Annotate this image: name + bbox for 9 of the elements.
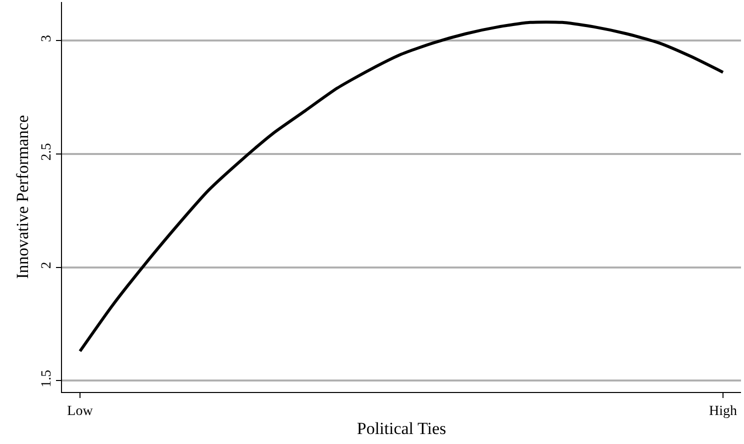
y-tick-label: 2 xyxy=(39,262,54,269)
line-series xyxy=(78,20,724,353)
y-axis-title: Innovative Performance xyxy=(12,115,32,279)
x-tick-label: High xyxy=(709,404,737,419)
y-tick-label: 2.5 xyxy=(39,143,54,161)
y-tick-label: 3 xyxy=(39,34,54,42)
x-tick-label: Low xyxy=(67,404,94,419)
x-axis-title: Political Ties xyxy=(356,419,446,438)
y-tick-label: 1.5 xyxy=(39,370,54,388)
